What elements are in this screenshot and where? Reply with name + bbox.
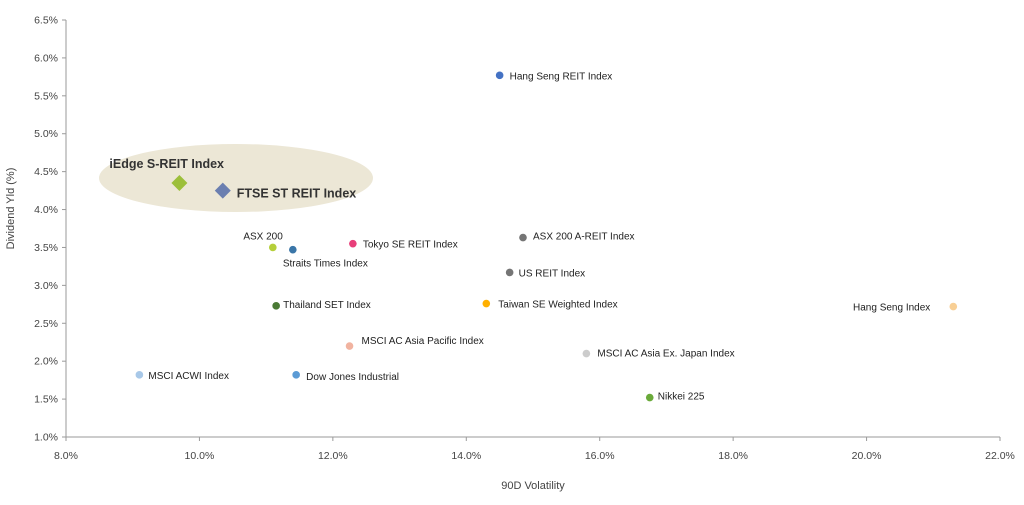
label-iedge-s-reit-index: iEdge S-REIT Index xyxy=(109,157,224,171)
y-tick-label: 5.5% xyxy=(34,90,58,102)
x-tick-label: 8.0% xyxy=(54,450,78,462)
point-dow-jones-industrial xyxy=(292,371,300,379)
y-tick-label: 6.0% xyxy=(34,52,58,64)
point-iedge-s-reit-index xyxy=(171,175,188,192)
label-ftse-st-reit-index: FTSE ST REIT Index xyxy=(237,187,357,201)
label-tokyo-se-reit-index: Tokyo SE REIT Index xyxy=(363,240,458,251)
y-tick-label: 1.0% xyxy=(34,432,58,444)
y-tick-label: 2.5% xyxy=(34,318,58,330)
label-straits-times-index: Straits Times Index xyxy=(283,259,368,270)
label-hang-seng-index: Hang Seng Index xyxy=(853,303,930,314)
x-tick-label: 12.0% xyxy=(318,450,348,462)
point-tokyo-se-reit-index xyxy=(349,239,357,248)
label-thailand-set-index: Thailand SET Index xyxy=(283,300,371,311)
x-axis-title: 90D Volatility xyxy=(501,480,565,492)
point-straits-times-index xyxy=(289,245,297,254)
point-us-reit-index xyxy=(505,268,514,277)
point-asx-200 xyxy=(269,243,277,252)
point-nikkei-225 xyxy=(645,393,654,402)
x-tick-label: 16.0% xyxy=(585,450,615,462)
point-msci-ac-asia-pacific-index xyxy=(345,342,354,350)
point-msci-acwi-index xyxy=(135,371,144,379)
label-msci-ac-asia-ex-japan-index: MSCI AC Asia Ex. Japan Index xyxy=(597,349,734,360)
label-dow-jones-industrial: Dow Jones Industrial xyxy=(306,372,399,383)
label-nikkei-225: Nikkei 225 xyxy=(658,392,705,403)
point-thailand-set-index xyxy=(272,302,280,310)
label-asx-200-a-reit-index: ASX 200 A-REIT Index xyxy=(533,232,635,243)
x-tick-label: 20.0% xyxy=(852,450,882,462)
label-msci-acwi-index: MSCI ACWI Index xyxy=(148,371,229,382)
point-hang-seng-reit-index xyxy=(495,71,504,80)
chart-axes xyxy=(65,20,1000,438)
x-axis-ticks: 8.0% 10.0% 12.0% 14.0% 16.0% 18.0% 20.0% 22.0% xyxy=(54,437,1015,462)
x-tick-label: 22.0% xyxy=(985,450,1015,462)
y-axis-title: Dividend Yld (%) xyxy=(5,168,17,250)
point-hang-seng-index xyxy=(949,302,958,311)
point-taiwan-se-weighted-index xyxy=(482,299,491,308)
point-ftse-st-reit-index xyxy=(214,182,231,199)
label-taiwan-se-weighted-index: Taiwan SE Weighted Index xyxy=(498,300,617,311)
label-us-reit-index: US REIT Index xyxy=(519,268,586,279)
y-tick-label: 4.5% xyxy=(34,166,58,178)
y-tick-label: 3.5% xyxy=(34,242,58,254)
y-tick-label: 2.0% xyxy=(34,356,58,368)
x-tick-label: 10.0% xyxy=(185,450,215,462)
y-axis-ticks: 1.0% 1.5% 2.0% 2.5% 3.0% 3.5% 4.0% 4.5% 5.0% 5.5%… xyxy=(34,15,66,444)
y-tick-label: 1.5% xyxy=(34,394,58,406)
label-hang-seng-reit-index: Hang Seng REIT Index xyxy=(510,71,613,82)
x-tick-label: 14.0% xyxy=(451,450,481,462)
point-msci-ac-asia-ex-japan-index xyxy=(582,349,591,358)
label-msci-ac-asia-pacific-index: MSCI AC Asia Pacific Index xyxy=(362,336,484,347)
highlight-ellipse xyxy=(99,144,373,212)
data-points: iEdge S-REIT Index FTSE ST REIT Index Hang… xyxy=(109,71,958,403)
y-tick-label: 5.0% xyxy=(34,128,58,140)
y-tick-label: 6.5% xyxy=(34,15,58,27)
x-tick-label: 18.0% xyxy=(718,450,748,462)
point-asx-200-a-reit-index xyxy=(519,233,527,242)
label-asx-200: ASX 200 xyxy=(243,231,283,242)
y-tick-label: 3.0% xyxy=(34,280,58,292)
y-tick-label: 4.0% xyxy=(34,204,58,216)
